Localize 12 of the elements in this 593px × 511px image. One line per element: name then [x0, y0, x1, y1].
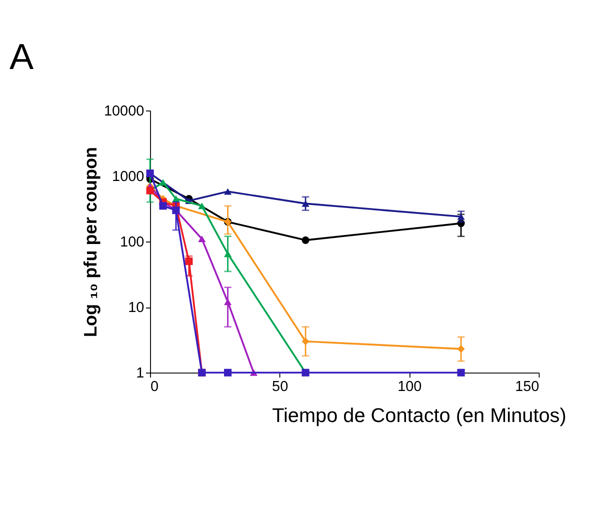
y-tick-label: 100 — [120, 234, 144, 251]
x-tick-label: 100 — [398, 379, 422, 396]
x-axis-title: Tiempo de Contacto (en Minutos) — [272, 404, 566, 427]
y-tick-label: 1000 — [112, 168, 144, 185]
y-tick-label: 1 — [136, 366, 144, 382]
y-axis-title: Log ₁₀ pfu per coupon — [80, 146, 101, 338]
chart-title: A — [10, 36, 34, 77]
x-tick-label: 150 — [515, 379, 540, 396]
y-tick-label: 10000 — [104, 103, 144, 120]
x-tick-label: 50 — [272, 379, 288, 396]
x-tick-label: 0 — [150, 379, 159, 396]
y-tick-label: 10 — [128, 300, 144, 316]
